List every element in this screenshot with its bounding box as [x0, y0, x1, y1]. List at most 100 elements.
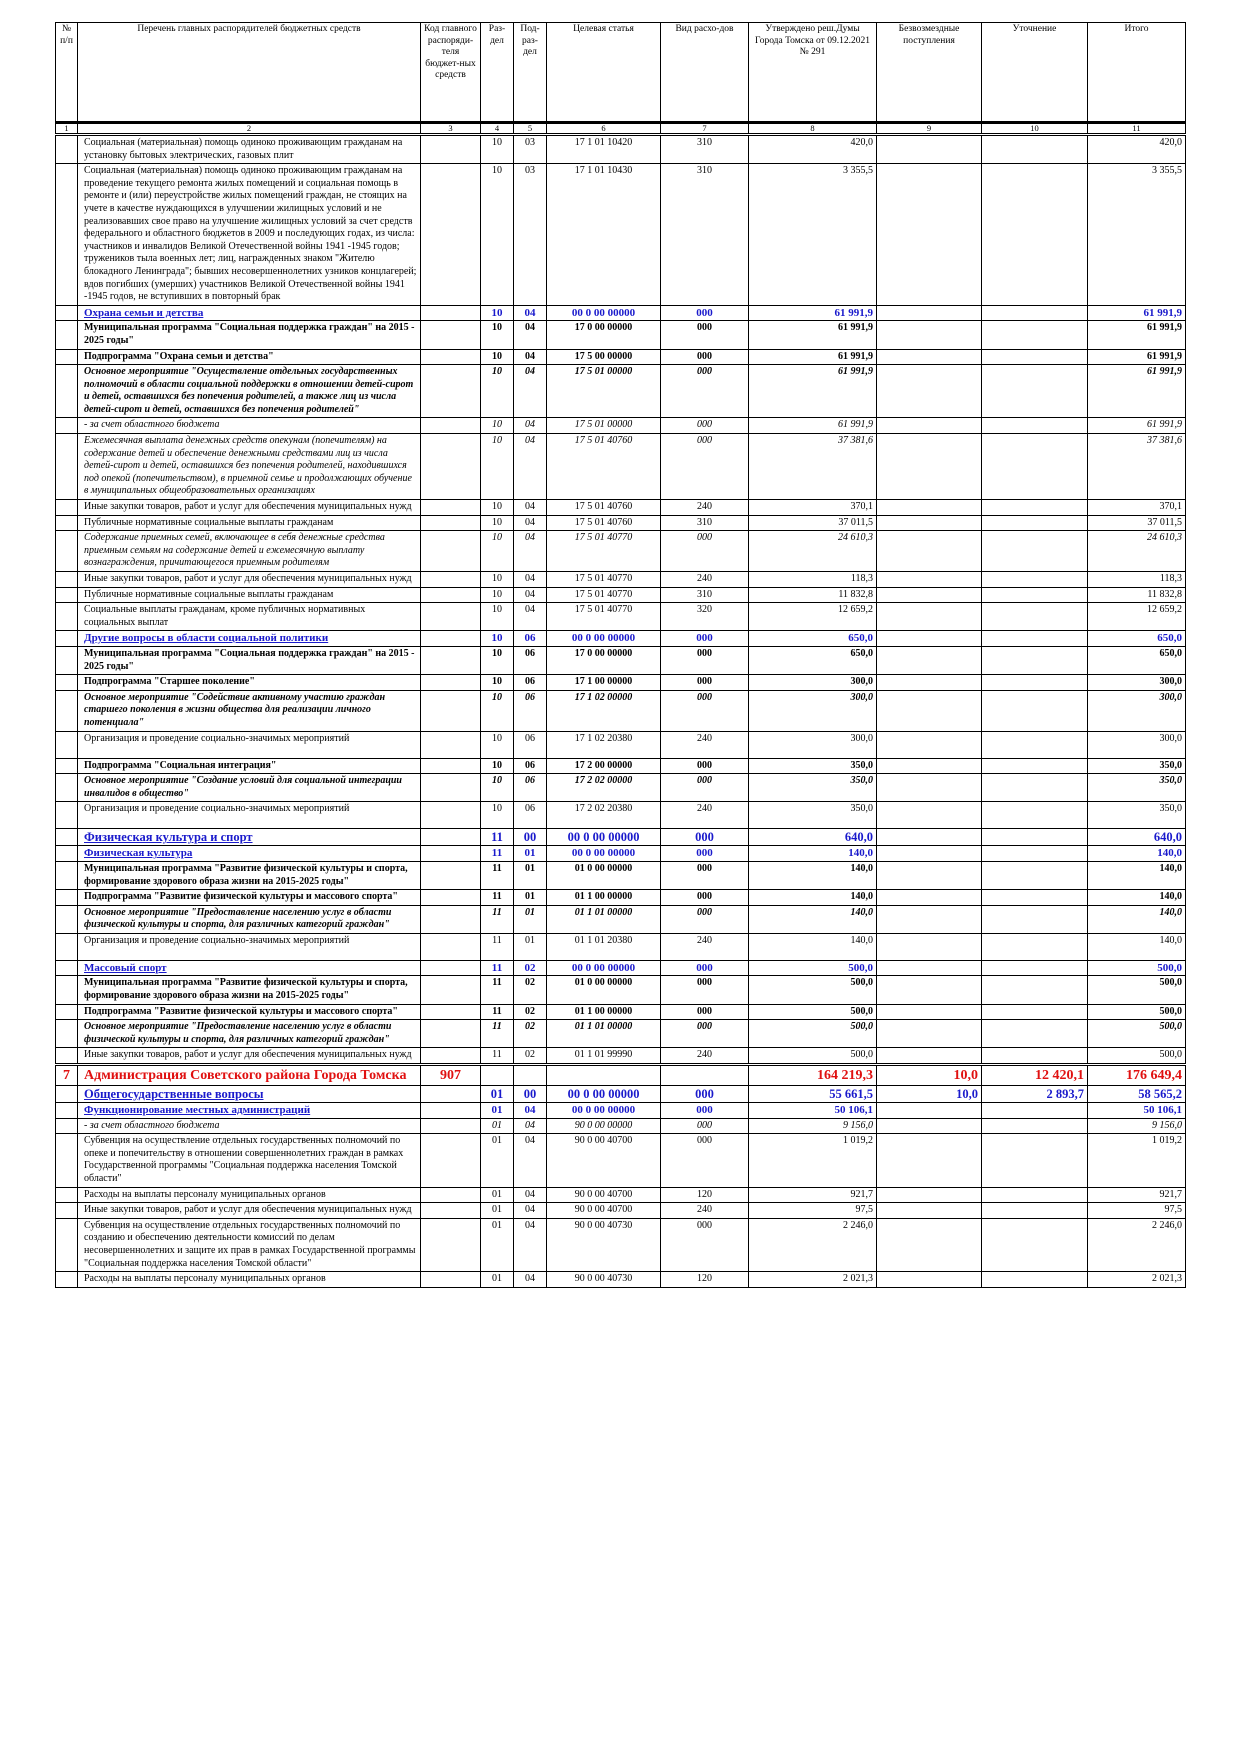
- code-cell: [420, 1202, 481, 1219]
- code-cell: [55, 1019, 78, 1049]
- code-cell: 17 5 01 40770: [546, 586, 661, 604]
- amount-cell: 118,3: [748, 571, 877, 588]
- item-name: Субвенция на осуществление отдельных гос…: [77, 1217, 421, 1273]
- code-cell: [420, 889, 481, 906]
- code-cell: 320: [660, 602, 749, 632]
- amount-cell: [876, 689, 982, 732]
- code-cell: 000: [660, 364, 749, 419]
- code-cell: 10: [480, 757, 514, 775]
- column-number: 11: [1087, 121, 1186, 136]
- amount-cell: [876, 757, 982, 775]
- code-cell: [55, 828, 78, 847]
- code-cell: 000: [660, 674, 749, 691]
- code-cell: [55, 571, 78, 588]
- table-header: № п/п Перечень главных распорядителей бюд…: [55, 22, 1186, 136]
- amount-cell: 140,0: [1087, 932, 1186, 961]
- code-cell: 000: [660, 530, 749, 572]
- code-cell: [420, 801, 481, 830]
- item-name: Подпрограмма "Старшее поколение": [77, 674, 421, 691]
- code-cell: [420, 730, 481, 759]
- code-cell: 000: [660, 304, 749, 322]
- code-cell: 000: [660, 773, 749, 803]
- amount-cell: [981, 1019, 1088, 1049]
- code-cell: [420, 959, 481, 977]
- item-name: Расходы на выплаты персоналу муниципальн…: [77, 1186, 421, 1204]
- code-cell: [420, 417, 481, 435]
- amount-cell: 300,0: [1087, 674, 1186, 691]
- code-cell: [480, 1063, 514, 1087]
- code-cell: 000: [660, 630, 749, 647]
- amount-cell: [876, 1117, 982, 1135]
- column-header: Код главного распоряди-теля бюджет-ных с…: [420, 22, 481, 123]
- code-cell: [55, 889, 78, 906]
- code-cell: 06: [513, 689, 547, 732]
- amount-cell: 640,0: [748, 828, 877, 847]
- table-row: Иные закупки товаров, работ и услуг для …: [55, 1047, 1186, 1066]
- amount-cell: [981, 133, 1088, 165]
- item-name: - за счет областного бюджета: [77, 417, 421, 435]
- code-cell: [55, 801, 78, 830]
- amount-cell: [876, 959, 982, 977]
- code-cell: 11: [480, 828, 514, 847]
- code-cell: 10: [480, 417, 514, 435]
- code-cell: [55, 499, 78, 516]
- item-name: Муниципальная программа "Развитие физиче…: [77, 860, 421, 891]
- code-cell: 01: [480, 1102, 514, 1119]
- amount-cell: 140,0: [1087, 904, 1186, 934]
- table-row: - за счет областного бюджета 10 04 17 5 01 …: [55, 417, 1186, 435]
- amount-cell: [981, 364, 1088, 419]
- code-cell: [420, 586, 481, 604]
- code-cell: 10: [480, 530, 514, 572]
- code-cell: [420, 860, 481, 891]
- amount-cell: 50 106,1: [1087, 1102, 1186, 1119]
- column-header: Целевая статья: [546, 22, 661, 123]
- amount-cell: 350,0: [1087, 801, 1186, 830]
- amount-cell: 300,0: [748, 730, 877, 759]
- code-cell: 01 0 00 00000: [546, 860, 661, 891]
- code-cell: [55, 602, 78, 632]
- table-row: Расходы на выплаты персоналу муниципальн…: [55, 1186, 1186, 1204]
- code-cell: [420, 1133, 481, 1188]
- table-row: Физическая культура и спорт 11 00 00 0 00 0…: [55, 828, 1186, 847]
- amount-cell: 500,0: [1087, 975, 1186, 1005]
- code-cell: [420, 1047, 481, 1066]
- amount-cell: 500,0: [1087, 1019, 1186, 1049]
- column-number: 10: [981, 121, 1088, 136]
- amount-cell: 370,1: [748, 499, 877, 516]
- code-cell: [55, 932, 78, 961]
- code-cell: 000: [660, 1217, 749, 1273]
- code-cell: 01: [513, 889, 547, 906]
- code-cell: [420, 674, 481, 691]
- code-cell: 000: [660, 417, 749, 435]
- amount-cell: 300,0: [748, 689, 877, 732]
- code-cell: 310: [660, 586, 749, 604]
- code-cell: 000: [660, 1102, 749, 1119]
- code-cell: 17 1 02 00000: [546, 689, 661, 732]
- code-cell: 02: [513, 1019, 547, 1049]
- code-cell: 04: [513, 514, 547, 532]
- amount-cell: 921,7: [748, 1186, 877, 1204]
- amount-cell: [876, 1102, 982, 1119]
- code-cell: 17 5 01 00000: [546, 417, 661, 435]
- amount-cell: [981, 975, 1088, 1005]
- table-row: Социальные выплаты гражданам, кроме публ…: [55, 602, 1186, 632]
- item-name: Основное мероприятие "Содействие активно…: [77, 689, 421, 732]
- code-cell: [55, 689, 78, 732]
- code-cell: 04: [513, 1117, 547, 1135]
- code-cell: [420, 689, 481, 732]
- item-name: Содержание приемных семей, включающее в …: [77, 530, 421, 572]
- item-name: Другие вопросы в области социальной поли…: [77, 630, 421, 647]
- code-cell: 10: [480, 514, 514, 532]
- amount-cell: 500,0: [1087, 959, 1186, 977]
- table-row: - за счет областного бюджета 01 04 90 0 00 …: [55, 1117, 1186, 1135]
- amount-cell: 2 246,0: [1087, 1217, 1186, 1273]
- code-cell: 06: [513, 757, 547, 775]
- table-row: Основное мероприятие "Осуществление отде…: [55, 364, 1186, 419]
- table-row: Подпрограмма "Старшее поколение" 10 06 17 1…: [55, 674, 1186, 691]
- code-cell: 11: [480, 975, 514, 1005]
- code-cell: 17 0 00 00000: [546, 320, 661, 350]
- code-cell: 10: [480, 499, 514, 516]
- amount-cell: 500,0: [748, 1003, 877, 1021]
- amount-cell: [981, 1202, 1088, 1219]
- code-cell: 01 0 00 00000: [546, 975, 661, 1005]
